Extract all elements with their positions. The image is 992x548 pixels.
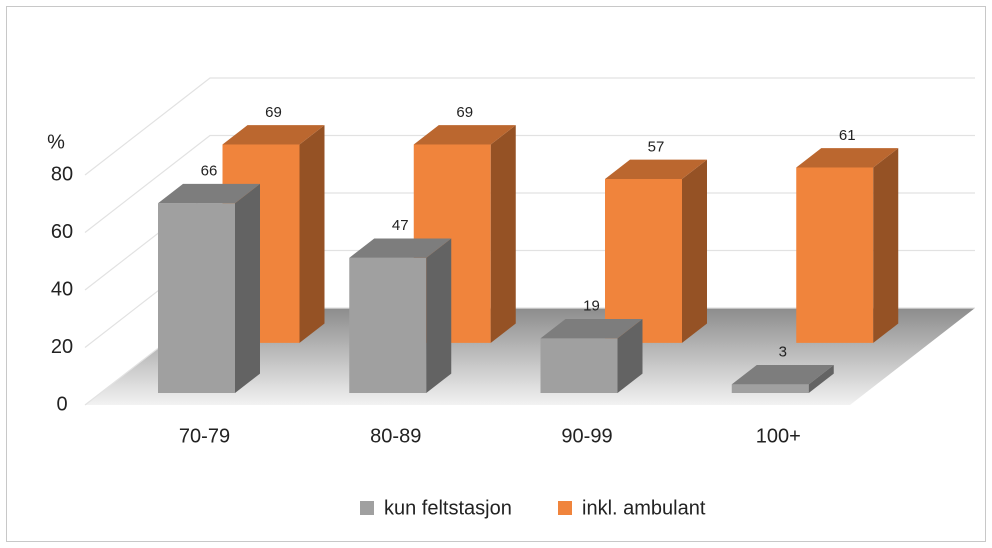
- bar-front: [158, 203, 235, 393]
- legend-label: kun feltstasjon: [384, 497, 512, 519]
- x-tick-label: 100+: [756, 425, 801, 447]
- bar-front: [349, 257, 427, 393]
- x-tick-label: 70-79: [179, 425, 230, 447]
- legend-swatch: [558, 501, 572, 515]
- legend-label: inkl. ambulant: [582, 497, 706, 519]
- value-label: 47: [392, 217, 409, 234]
- bar-side: [808, 364, 834, 393]
- bar-front: [796, 167, 874, 343]
- value-label: 19: [583, 298, 600, 315]
- bar-top: [605, 159, 707, 180]
- value-label: 69: [265, 104, 282, 121]
- value-label: 61: [839, 127, 856, 144]
- bar-side: [426, 238, 452, 393]
- bar-top: [796, 148, 899, 168]
- y-tick-label: 20: [51, 336, 73, 358]
- bar-side: [490, 125, 516, 343]
- bar-top: [158, 183, 260, 204]
- bar-front: [540, 338, 618, 393]
- bar: [605, 159, 707, 343]
- bar: [796, 148, 899, 343]
- x-tick-label: 90-99: [561, 425, 612, 447]
- y-tick-label: 80: [51, 163, 73, 185]
- y-tick-label: 0: [56, 393, 67, 415]
- bar-top: [349, 238, 452, 258]
- bar-side: [873, 148, 899, 343]
- y-tick-label: 60: [51, 221, 73, 243]
- bar-front: [731, 384, 809, 393]
- y-axis-label: %: [47, 131, 65, 153]
- bar-side: [299, 125, 325, 343]
- value-label: 57: [648, 138, 665, 155]
- bar: [731, 364, 834, 393]
- grid-line: [84, 77, 975, 176]
- bar-side: [682, 159, 707, 343]
- bar-top: [413, 125, 516, 145]
- legend-swatch: [360, 501, 374, 515]
- bar-top: [731, 364, 834, 385]
- x-tick-label: 80-89: [370, 425, 421, 447]
- bar-side: [235, 183, 260, 393]
- bar: [540, 318, 643, 393]
- bar-side: [617, 318, 643, 393]
- bar-top: [222, 125, 325, 145]
- frame: [6, 6, 986, 542]
- bar-top: [540, 318, 643, 339]
- grid-line: [84, 134, 975, 233]
- y-tick-label: 40: [51, 278, 73, 300]
- bar: [349, 238, 452, 393]
- bar-front: [605, 179, 682, 343]
- value-label: 66: [201, 162, 218, 179]
- value-label: 3: [779, 344, 787, 361]
- bar: [158, 183, 260, 393]
- value-label: 69: [456, 104, 473, 121]
